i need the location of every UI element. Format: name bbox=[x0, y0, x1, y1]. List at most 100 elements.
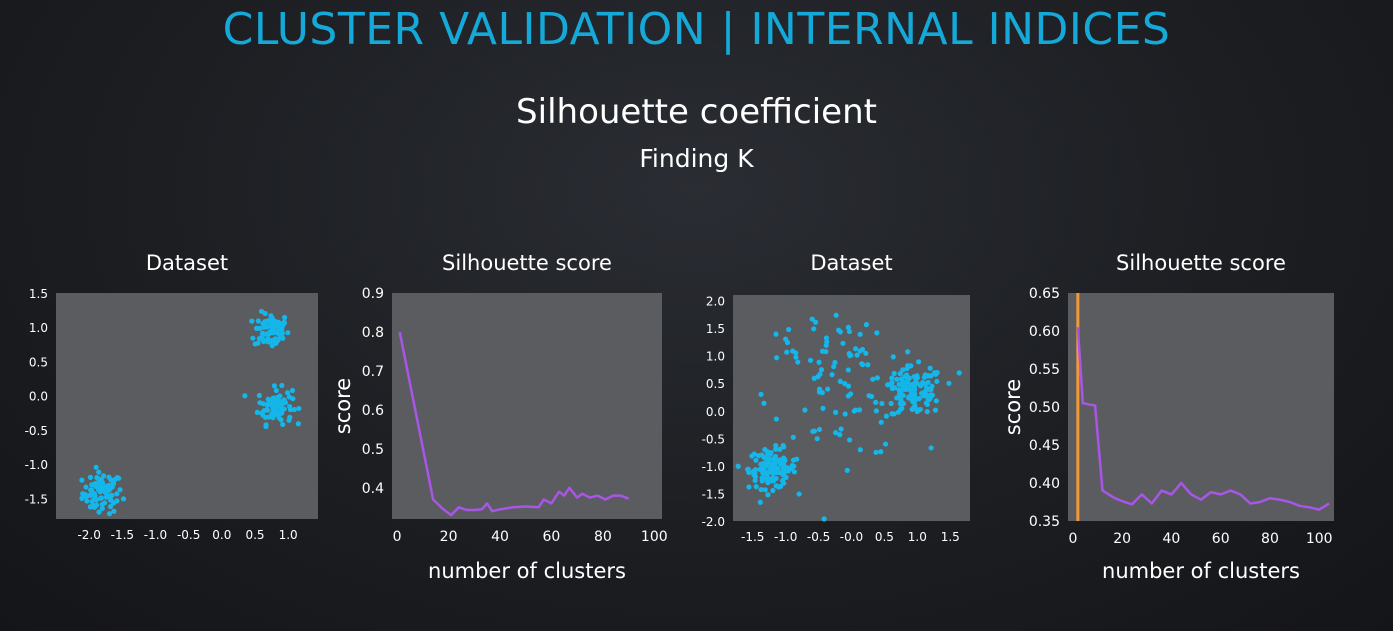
y-axis-label: score bbox=[1001, 379, 1025, 435]
scatter-point bbox=[890, 354, 896, 360]
scatter-point bbox=[892, 385, 898, 391]
scatter-point bbox=[776, 484, 782, 490]
scatter-point bbox=[916, 359, 922, 365]
slide-title: CLUSTER VALIDATION | INTERNAL INDICES bbox=[222, 4, 1171, 55]
scatter-point bbox=[878, 449, 884, 455]
scatter-point bbox=[912, 402, 918, 409]
scatter-point bbox=[291, 406, 297, 413]
x-tick-label: 20 bbox=[440, 529, 458, 545]
scatter-point bbox=[273, 387, 279, 394]
y-tick-label: -1.0 bbox=[702, 460, 725, 474]
scatter-point bbox=[933, 398, 939, 404]
scatter-point bbox=[270, 401, 276, 407]
scatter-point bbox=[762, 487, 768, 493]
scatter-point bbox=[249, 318, 255, 324]
scatter-point bbox=[749, 453, 755, 459]
x-tick-label: 100 bbox=[641, 529, 668, 545]
scatter-point bbox=[845, 367, 851, 373]
scatter-point bbox=[891, 411, 897, 417]
scatter-point bbox=[106, 482, 112, 488]
scatter-point bbox=[897, 391, 904, 397]
x-tick-label: 60 bbox=[543, 529, 561, 545]
scatter-point bbox=[857, 447, 863, 453]
scatter-point bbox=[263, 423, 269, 430]
scatter-point bbox=[98, 477, 104, 483]
scatter-point bbox=[831, 363, 837, 370]
scatter-point bbox=[913, 376, 919, 382]
scatter-point bbox=[829, 372, 835, 378]
chart-title: Silhouette score bbox=[1116, 251, 1286, 275]
y-tick-label: -1.5 bbox=[25, 492, 48, 506]
scatter-point bbox=[279, 382, 285, 389]
scatter-point bbox=[794, 456, 800, 462]
scatter-point bbox=[756, 453, 762, 459]
scatter-point bbox=[255, 340, 261, 346]
slide-subsubtitle: Finding K bbox=[639, 144, 754, 173]
scatter-point bbox=[92, 482, 98, 488]
scatter-point bbox=[271, 321, 277, 328]
scatter-point bbox=[259, 330, 266, 336]
scatter-point bbox=[818, 367, 825, 373]
x-tick-label: 100 bbox=[1306, 531, 1333, 547]
y-tick-label: 1.5 bbox=[706, 322, 725, 336]
x-tick-label: -2.0 bbox=[77, 528, 100, 542]
scatter-point bbox=[117, 487, 123, 493]
scatter-point bbox=[95, 486, 102, 493]
scatter-point bbox=[837, 378, 843, 385]
scatter-point bbox=[802, 407, 808, 413]
scatter-point bbox=[833, 430, 839, 436]
scatter-point bbox=[863, 350, 869, 356]
scatter-point bbox=[286, 394, 292, 400]
scatter-point bbox=[905, 349, 911, 355]
scatter-point bbox=[842, 381, 848, 387]
scatter-point bbox=[96, 469, 102, 475]
scatter-point bbox=[763, 462, 769, 469]
scatter-point bbox=[753, 457, 759, 463]
scatter-point bbox=[786, 326, 792, 333]
scatter-point bbox=[771, 455, 777, 462]
scatter-point bbox=[281, 314, 288, 321]
scatter-point bbox=[909, 406, 915, 413]
scatter-point bbox=[929, 392, 936, 398]
scatter-point bbox=[93, 464, 99, 470]
scatter-point bbox=[758, 486, 764, 493]
scatter-point bbox=[93, 497, 100, 503]
scatter-point bbox=[84, 498, 90, 504]
scatter-point bbox=[928, 445, 934, 451]
scatter-point bbox=[795, 359, 801, 365]
scatter-point bbox=[898, 382, 904, 388]
scatter-point bbox=[254, 409, 260, 415]
scatter-point bbox=[289, 387, 296, 394]
scatter-point bbox=[296, 405, 302, 412]
scatter-point bbox=[105, 493, 111, 499]
scatter-point bbox=[824, 339, 830, 345]
scatter-point bbox=[265, 396, 271, 402]
scatter-point bbox=[753, 484, 759, 490]
x-tick-label: 0 bbox=[393, 529, 402, 545]
scatter-point bbox=[777, 446, 783, 452]
chart-silhouette-1: Silhouette score 0 20 40 60 80 100 0.9 0.8 0.7 0.6… bbox=[331, 251, 668, 583]
x-tick-label: 1.0 bbox=[908, 530, 927, 544]
scatter-point bbox=[823, 348, 829, 355]
scatter-point bbox=[110, 500, 117, 506]
scatter-point bbox=[281, 397, 287, 403]
y-tick-label: 0.5 bbox=[29, 355, 48, 369]
scatter-point bbox=[279, 326, 285, 332]
scatter-point bbox=[889, 380, 895, 386]
chart-silhouette-2: Silhouette score 0 20 40 60 80 100 0.65 0.60 0.55… bbox=[1001, 251, 1334, 583]
scatter-point bbox=[873, 408, 879, 414]
y-axis-label: score bbox=[331, 378, 355, 434]
scatter-point bbox=[278, 417, 284, 423]
scatter-point bbox=[796, 491, 802, 497]
scatter-point bbox=[934, 378, 940, 385]
scatter-point bbox=[781, 480, 787, 486]
scatter-point bbox=[928, 386, 934, 393]
scatter-point bbox=[821, 516, 827, 522]
y-tick-label: 0.5 bbox=[706, 377, 725, 391]
scatter-point bbox=[79, 477, 85, 483]
scatter-point bbox=[111, 508, 117, 514]
y-tick-label: 0.65 bbox=[1029, 286, 1060, 302]
scatter-point bbox=[860, 362, 866, 368]
scatter-point bbox=[275, 319, 281, 325]
scatter-point bbox=[88, 487, 94, 493]
